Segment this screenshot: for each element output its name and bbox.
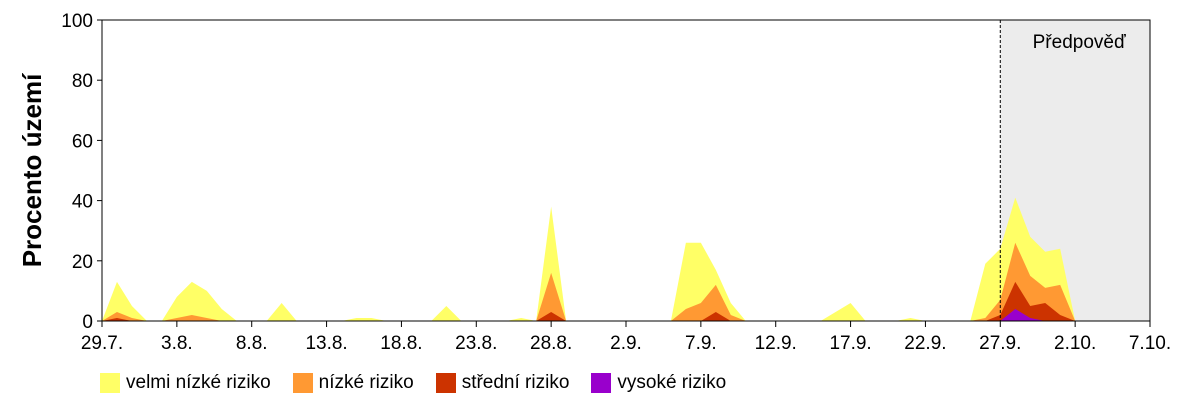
- x-tick-label: 27.9.: [979, 333, 1021, 354]
- x-tick-label: 2.10.: [1054, 333, 1096, 354]
- x-tick-label: 29.7.: [81, 333, 123, 354]
- legend-label: velmi nízké riziko: [126, 372, 271, 393]
- legend-swatch: [435, 373, 456, 393]
- x-tick-label: 7.10.: [1129, 333, 1171, 354]
- legend-label: vysoké riziko: [617, 372, 727, 393]
- y-tick-label: 40: [72, 192, 93, 213]
- area-series-group: [102, 197, 1076, 321]
- x-tick-label: 8.8.: [236, 333, 268, 354]
- legend-item: střední riziko: [435, 372, 570, 394]
- x-tick-label: 13.8.: [305, 333, 347, 354]
- legend: velmi nízké riziko nízké riziko střední …: [100, 372, 726, 394]
- y-axis: 0 20 40 60 80 100: [61, 11, 102, 333]
- x-tick-label: 7.9.: [685, 333, 717, 354]
- legend-label: střední riziko: [461, 372, 570, 393]
- y-tick-label: 20: [72, 252, 93, 273]
- x-tick-label: 2.9.: [610, 333, 642, 354]
- x-tick-label: 28.8.: [530, 333, 572, 354]
- legend-swatch: [100, 373, 120, 393]
- legend-swatch: [292, 373, 313, 393]
- area-střední-riziko: [102, 281, 1076, 321]
- y-tick-label: 100: [61, 11, 93, 32]
- legend-label: nízké riziko: [318, 372, 414, 393]
- y-tick-label: 80: [72, 71, 93, 92]
- area-vysoké-riziko: [102, 308, 1076, 321]
- y-tick-label: 60: [72, 131, 93, 152]
- area-velmi-nízké-riziko: [102, 197, 1076, 321]
- forecast-label: Předpověď: [1033, 32, 1126, 53]
- legend-item: nízké riziko: [292, 372, 414, 394]
- legend-item: vysoké riziko: [591, 372, 726, 394]
- y-tick-label: 0: [82, 312, 93, 333]
- area-nízké-riziko: [102, 242, 1076, 321]
- x-tick-label: 3.8.: [161, 333, 193, 354]
- x-tick-label: 23.8.: [455, 333, 497, 354]
- x-tick-label: 22.9.: [904, 333, 946, 354]
- x-tick-label: 12.9.: [755, 333, 797, 354]
- x-tick-label: 18.8.: [380, 333, 422, 354]
- x-tick-label: 17.9.: [829, 333, 871, 354]
- y-axis-label: Procento území: [17, 73, 47, 267]
- x-axis: 29.7. 3.8. 8.8. 13.8. 18.8. 23.8. 28.8. 2.9. 7.9…: [81, 321, 1171, 354]
- legend-item: velmi nízké riziko: [100, 372, 271, 394]
- legend-swatch: [591, 373, 612, 393]
